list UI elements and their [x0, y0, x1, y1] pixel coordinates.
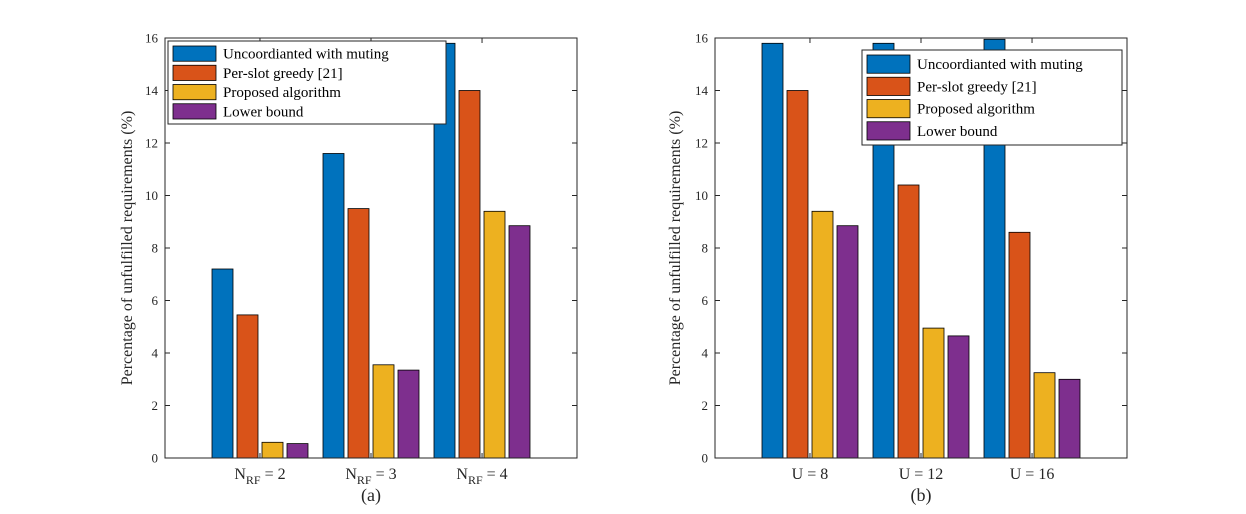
x-tick-label: NRF = 3 [345, 466, 396, 487]
legend: Uncoordianted with muting Per-slot greedy… [861, 49, 1123, 146]
y-tick-label: 4 [702, 346, 709, 361]
bar-4-group-1 [286, 443, 309, 459]
legend-swatch-3 [172, 84, 217, 101]
y-tick-label: 12 [145, 136, 158, 151]
y-tick-label: 8 [702, 241, 709, 256]
bar-4-group-3 [508, 225, 531, 459]
bar-2-group-1 [236, 314, 259, 459]
y-tick-label: 2 [152, 398, 159, 413]
bar-3-group-2 [372, 364, 395, 459]
bar-3-group-3 [483, 210, 506, 459]
bar-1-group-1 [761, 42, 784, 459]
y-tick-label: 4 [152, 346, 159, 361]
bar-1-group-1 [211, 268, 234, 459]
y-tick-label: 16 [145, 31, 159, 46]
y-tick-label: 14 [145, 83, 159, 98]
bar-2-group-1 [786, 90, 809, 459]
legend: Uncoordianted with muting Per-slot greedy… [167, 40, 447, 125]
y-axis-label: Percentage of unfulfilled requirements (… [119, 111, 136, 386]
legend-label-4: Lower bound [917, 124, 998, 140]
x-tick-label: U = 16 [1010, 466, 1055, 483]
y-tick-label: 16 [695, 31, 709, 46]
legend-swatch-1 [172, 45, 217, 62]
legend-label-2: Per-slot greedy [21] [223, 66, 343, 82]
x-tick-label: U = 8 [792, 466, 829, 483]
chart-panel-2: 0 2 4 6 8 10 12 14 16 U = 8 U = 12 U = 16 Percentage… [667, 31, 1128, 506]
bar-3-group-2 [922, 327, 945, 459]
chart-panel-1: 0 2 4 6 8 10 12 14 16 NRF = 2 NRF = 3 NRF = 4 Percen… [119, 31, 578, 506]
y-tick-label: 6 [702, 293, 709, 308]
legend-swatch-4 [866, 121, 911, 141]
bar-4-group-2 [397, 369, 420, 459]
y-tick-label: 12 [695, 136, 708, 151]
bar-2-group-3 [1008, 231, 1031, 459]
legend-label-3: Proposed algorithm [223, 85, 341, 101]
y-tick-label: 0 [702, 451, 709, 466]
y-tick-label: 6 [152, 293, 159, 308]
x-tick-label: U = 12 [899, 466, 944, 483]
y-tick-label: 8 [152, 241, 159, 256]
bar-1-group-2 [322, 153, 345, 459]
y-tick-label: 2 [702, 398, 709, 413]
panel-label: (a) [361, 485, 381, 506]
legend-label-1: Uncoordianted with muting [917, 57, 1083, 73]
bar-2-group-3 [458, 90, 481, 459]
y-tick-label: 0 [152, 451, 159, 466]
bar-4-group-2 [947, 335, 970, 459]
bar-4-group-1 [836, 225, 859, 459]
bar-3-group-3 [1033, 372, 1056, 459]
y-axis-label: Percentage of unfulfilled requirements (… [667, 111, 684, 386]
legend-swatch-1 [866, 54, 911, 74]
y-tick-label: 10 [695, 188, 708, 203]
x-tick-label: NRF = 2 [234, 466, 285, 487]
legend-swatch-2 [866, 76, 911, 96]
legend-label-3: Proposed algorithm [917, 102, 1035, 118]
legend-label-2: Per-slot greedy [21] [917, 79, 1037, 95]
legend-swatch-3 [866, 99, 911, 119]
bar-4-group-3 [1058, 378, 1081, 459]
y-tick-label: 14 [695, 83, 709, 98]
legend-swatch-4 [172, 103, 217, 120]
panel-label: (b) [911, 485, 932, 506]
bar-2-group-2 [347, 208, 370, 459]
legend-label-4: Lower bound [223, 104, 304, 120]
legend-swatch-2 [172, 64, 217, 81]
bar-3-group-1 [261, 441, 284, 459]
x-tick-label: NRF = 4 [456, 466, 507, 487]
bar-2-group-2 [897, 184, 920, 459]
y-tick-label: 10 [145, 188, 158, 203]
bar-3-group-1 [811, 210, 834, 459]
legend-label-1: Uncoordianted with muting [223, 47, 389, 63]
